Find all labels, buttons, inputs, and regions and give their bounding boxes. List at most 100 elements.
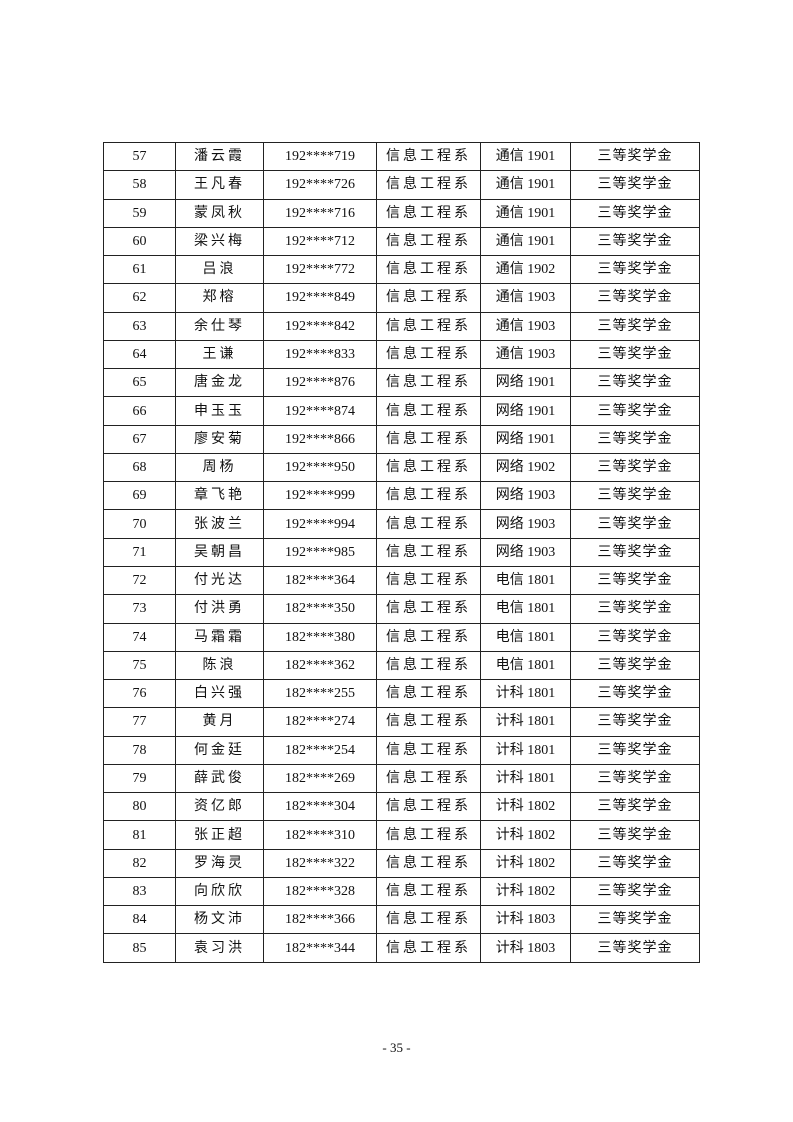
- class-name-cell: 通信 1902: [480, 255, 571, 285]
- class-name-cell: 电信 1801: [480, 622, 571, 652]
- award-cell: 三等奖学金: [570, 594, 700, 624]
- award-cell: 三等奖学金: [570, 622, 700, 652]
- table-row: 71 吴朝昌 192****985 信息工程系 网络 1903 三等奖学金: [103, 537, 700, 567]
- department-cell: 信息工程系: [376, 792, 481, 822]
- table-row: 79 薛武俊 182****269 信息工程系 计科 1801 三等奖学金: [103, 763, 700, 794]
- student-id-cell: 182****274: [263, 707, 377, 737]
- class-name-cell: 电信 1801: [480, 594, 571, 624]
- class-name-cell: 电信 1801: [480, 650, 571, 681]
- table-row: 76 白兴强 182****255 信息工程系 计科 1801 三等奖学金: [103, 679, 700, 709]
- class-name-cell: 计科 1803: [480, 905, 571, 935]
- student-name-cell: 王谦: [175, 339, 264, 370]
- table-row: 58 王凡春 192****726 信息工程系 通信 1901 三等奖学金: [103, 170, 700, 200]
- student-name-cell: 余仕琴: [175, 311, 264, 341]
- award-cell: 三等奖学金: [570, 820, 700, 850]
- class-name-cell: 通信 1901: [480, 141, 571, 172]
- department-cell: 信息工程系: [376, 170, 481, 200]
- award-cell: 三等奖学金: [570, 198, 700, 228]
- student-id-cell: 182****366: [263, 905, 377, 935]
- student-id-cell: 182****364: [263, 565, 377, 596]
- award-cell: 三等奖学金: [570, 339, 700, 370]
- department-cell: 信息工程系: [376, 283, 481, 313]
- row-number-cell: 79: [103, 763, 176, 794]
- department-cell: 信息工程系: [376, 905, 481, 935]
- row-number-cell: 62: [103, 283, 176, 313]
- student-name-cell: 周杨: [175, 452, 264, 483]
- class-name-cell: 网络 1903: [480, 509, 571, 539]
- student-id-cell: 192****842: [263, 311, 377, 341]
- page-number: - 35 -: [382, 1040, 411, 1055]
- student-id-cell: 192****985: [263, 537, 377, 567]
- table-row: 74 马霜霜 182****380 信息工程系 电信 1801 三等奖学金: [103, 622, 700, 652]
- class-name-cell: 网络 1901: [480, 424, 571, 454]
- department-cell: 信息工程系: [376, 424, 481, 454]
- student-name-cell: 黄月: [175, 707, 264, 737]
- row-number-cell: 58: [103, 170, 176, 200]
- award-cell: 三等奖学金: [570, 792, 700, 822]
- row-number-cell: 78: [103, 735, 176, 765]
- award-cell: 三等奖学金: [570, 876, 700, 907]
- department-cell: 信息工程系: [376, 594, 481, 624]
- class-name-cell: 通信 1901: [480, 226, 571, 257]
- department-cell: 信息工程系: [376, 933, 481, 963]
- row-number-cell: 70: [103, 509, 176, 539]
- class-name-cell: 网络 1903: [480, 481, 571, 511]
- student-name-cell: 资亿郎: [175, 792, 264, 822]
- department-cell: 信息工程系: [376, 481, 481, 511]
- row-number-cell: 64: [103, 339, 176, 370]
- row-number-cell: 85: [103, 933, 176, 963]
- student-name-cell: 申玉玉: [175, 396, 264, 426]
- table-row: 68 周杨 192****950 信息工程系 网络 1902 三等奖学金: [103, 452, 700, 483]
- row-number-cell: 59: [103, 198, 176, 228]
- department-cell: 信息工程系: [376, 707, 481, 737]
- table-row: 59 蒙凤秋 192****716 信息工程系 通信 1901 三等奖学金: [103, 198, 700, 228]
- row-number-cell: 57: [103, 141, 176, 172]
- student-id-cell: 192****876: [263, 368, 377, 398]
- department-cell: 信息工程系: [376, 339, 481, 370]
- row-number-cell: 84: [103, 905, 176, 935]
- table-row: 62 郑榕 192****849 信息工程系 通信 1903 三等奖学金: [103, 283, 700, 313]
- award-cell: 三等奖学金: [570, 905, 700, 935]
- class-name-cell: 通信 1901: [480, 170, 571, 200]
- table-row: 63 余仕琴 192****842 信息工程系 通信 1903 三等奖学金: [103, 311, 700, 341]
- department-cell: 信息工程系: [376, 537, 481, 567]
- award-cell: 三等奖学金: [570, 368, 700, 398]
- department-cell: 信息工程系: [376, 396, 481, 426]
- table-row: 69 章飞艳 192****999 信息工程系 网络 1903 三等奖学金: [103, 481, 700, 511]
- award-cell: 三等奖学金: [570, 283, 700, 313]
- student-name-cell: 蒙凤秋: [175, 198, 264, 228]
- student-id-cell: 182****362: [263, 650, 377, 681]
- row-number-cell: 61: [103, 255, 176, 285]
- student-name-cell: 廖安菊: [175, 424, 264, 454]
- award-cell: 三等奖学金: [570, 679, 700, 709]
- class-name-cell: 网络 1901: [480, 396, 571, 426]
- student-id-cell: 182****344: [263, 933, 377, 963]
- award-cell: 三等奖学金: [570, 707, 700, 737]
- student-name-cell: 张波兰: [175, 509, 264, 539]
- class-name-cell: 计科 1803: [480, 933, 571, 963]
- award-cell: 三等奖学金: [570, 311, 700, 341]
- student-name-cell: 唐金龙: [175, 368, 264, 398]
- student-name-cell: 张正超: [175, 820, 264, 850]
- department-cell: 信息工程系: [376, 509, 481, 539]
- award-cell: 三等奖学金: [570, 255, 700, 285]
- table-row: 85 袁习洪 182****344 信息工程系 计科 1803 三等奖学金: [103, 933, 700, 963]
- table-row: 82 罗海灵 182****322 信息工程系 计科 1802 三等奖学金: [103, 848, 700, 878]
- row-number-cell: 75: [103, 650, 176, 681]
- class-name-cell: 通信 1901: [480, 198, 571, 228]
- student-id-cell: 192****772: [263, 255, 377, 285]
- department-cell: 信息工程系: [376, 735, 481, 765]
- student-id-cell: 182****350: [263, 594, 377, 624]
- student-name-cell: 郑榕: [175, 283, 264, 313]
- student-name-cell: 罗海灵: [175, 848, 264, 878]
- row-number-cell: 65: [103, 368, 176, 398]
- student-name-cell: 袁习洪: [175, 933, 264, 963]
- department-cell: 信息工程系: [376, 622, 481, 652]
- department-cell: 信息工程系: [376, 311, 481, 341]
- student-id-cell: 182****254: [263, 735, 377, 765]
- class-name-cell: 网络 1902: [480, 452, 571, 483]
- class-name-cell: 计科 1801: [480, 763, 571, 794]
- student-name-cell: 陈浪: [175, 650, 264, 681]
- student-name-cell: 何金廷: [175, 735, 264, 765]
- class-name-cell: 通信 1903: [480, 311, 571, 341]
